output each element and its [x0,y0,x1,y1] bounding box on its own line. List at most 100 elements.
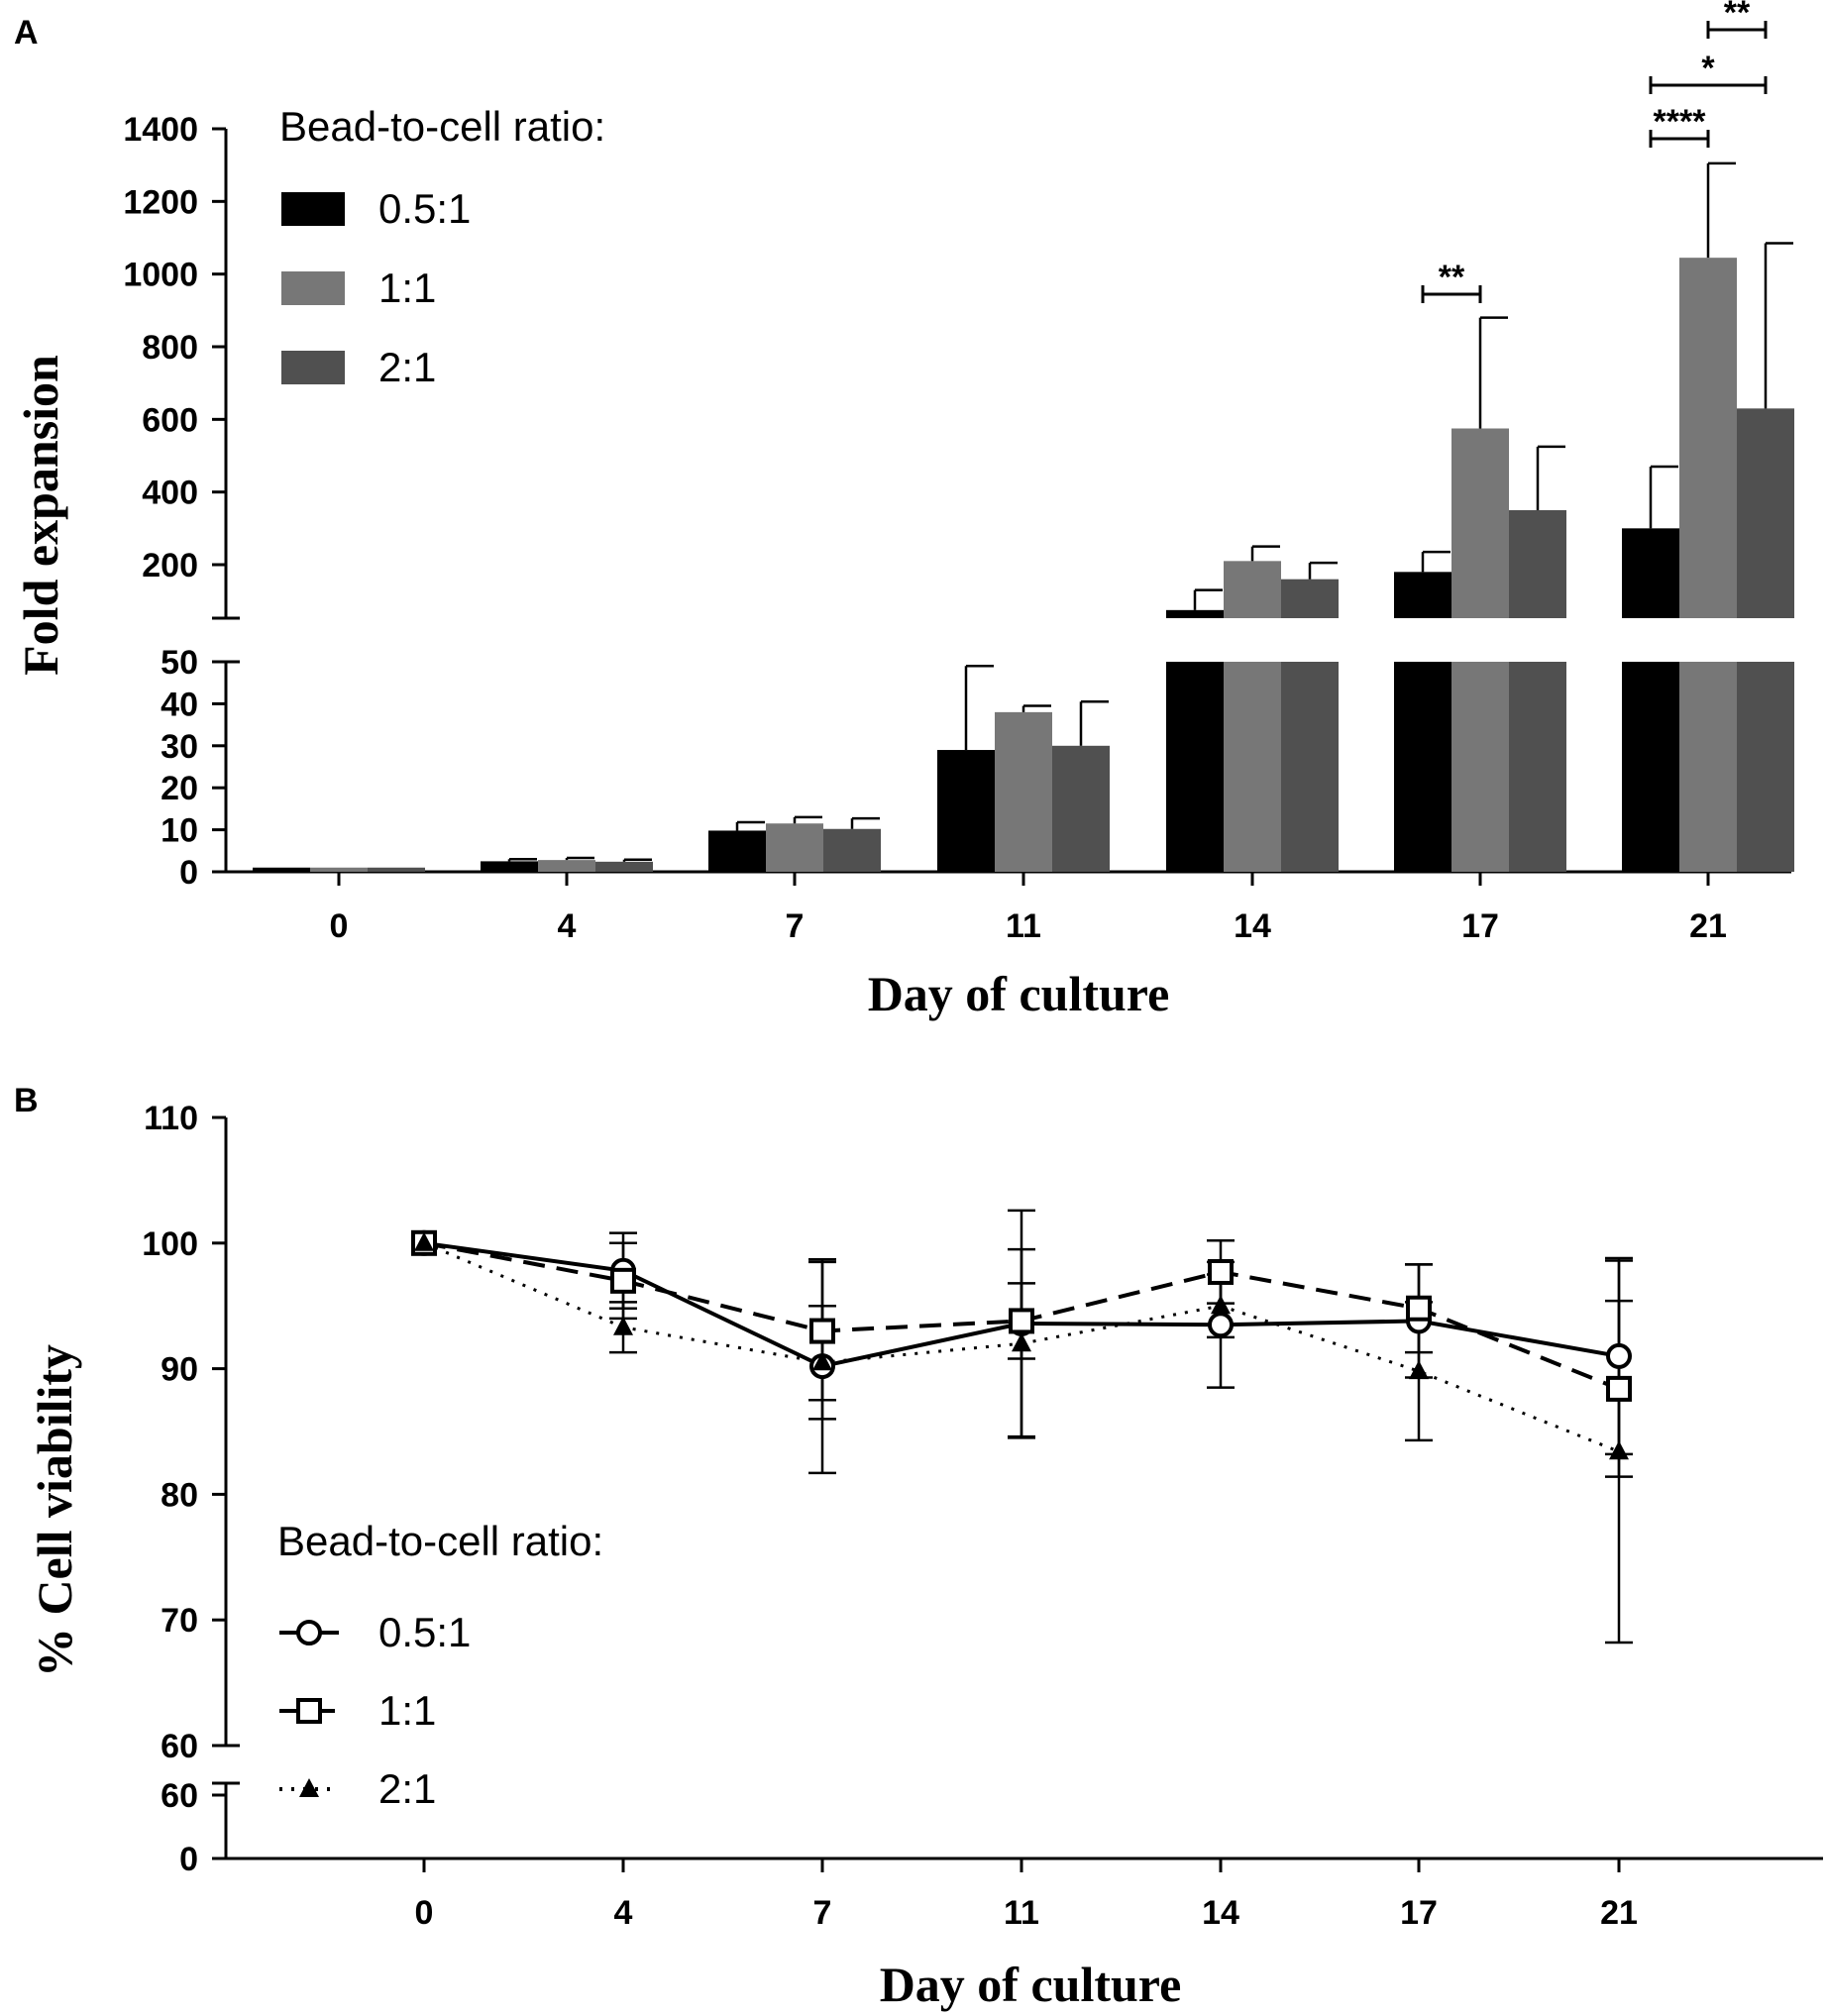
panel-b-markers [411,1229,1632,1460]
legend-label: 2:1 [378,344,436,390]
y-tick-label: 20 [161,770,198,807]
marker-day21-ratio-0.5:1 [1606,1342,1632,1369]
legend-swatch-0.5:1 [281,192,345,226]
bar-day4-ratio-1:1 [538,860,595,872]
y-tick-label: 60 [161,1777,198,1815]
bar-day21-ratio-2:1-lower [1737,662,1794,872]
x-tick-label: 11 [1006,907,1041,945]
legend-label: 2:1 [378,1765,436,1812]
legend-label: 0.5:1 [378,185,471,232]
panel-a-label: A [14,14,39,52]
y-tick-label: 10 [161,812,198,850]
bar-day7-ratio-2:1 [823,828,881,872]
panel-a-y-axis-title: Fold expansion [13,355,68,676]
x-tick-label: 21 [1600,1894,1638,1932]
x-tick-label: 17 [1461,907,1499,945]
marker-day21-ratio-1:1 [1606,1375,1632,1402]
bar-day11-ratio-0.5:1 [937,750,995,872]
legend-marker-2:1 [299,1778,319,1797]
bar-day14-ratio-2:1-upper [1281,579,1339,618]
y-tick-label: 1000 [123,257,198,294]
significance-label: **** [1654,103,1707,141]
y-tick-label: 50 [161,644,198,682]
bar-day4-ratio-0.5:1 [481,861,538,872]
bar-day17-ratio-1:1-upper [1451,428,1509,618]
panel-a-significance: ********* [1421,0,1768,303]
legend-title: Bead-to-cell ratio: [279,103,605,150]
y-tick-label: 70 [161,1602,198,1640]
bar-day21-ratio-0.5:1-upper [1622,528,1679,618]
panel-a-legend: Bead-to-cell ratio: 0.5:1 1:1 2:1 [279,103,605,390]
bar-day17-ratio-1:1-lower [1451,662,1509,872]
y-tick-label: 1400 [123,111,198,149]
panel-b-axes: 60 70 80 90 100 110 0 60 0 4 7 11 14 17 21 [142,1100,1823,1932]
panel-b-line-chart: B 60 70 80 90 100 110 0 60 0 4 7 11 14 17 21 Bead-to-c… [14,1082,1823,2012]
legend-swatch-2:1 [281,351,345,384]
y-tick-label: 40 [161,686,198,723]
x-tick-label: 14 [1202,1894,1239,1932]
bar-day14-ratio-1:1-upper [1224,561,1281,618]
bar-day0-ratio-1:1 [310,867,368,872]
panel-b-legend: Bead-to-cell ratio: 0.5:1 1:1 2:1 [277,1518,603,1812]
marker-day7-ratio-2:1 [812,1351,832,1371]
bar-day17-ratio-0.5:1-lower [1394,662,1451,872]
marker-day14-ratio-1:1 [1208,1258,1234,1285]
bar-day17-ratio-2:1-lower [1509,662,1566,872]
y-tick-label: 90 [161,1351,198,1389]
y-tick-label: 110 [144,1100,198,1137]
legend-title: Bead-to-cell ratio: [277,1518,603,1564]
bar-day14-ratio-0.5:1-upper [1166,609,1224,618]
panel-b-error-bars [609,1209,1633,1645]
marker-day11-ratio-1:1 [1009,1308,1034,1334]
y-tick-label: 0 [179,854,198,892]
y-tick-label: 0 [179,1841,198,1878]
x-tick-label: 14 [1234,907,1271,945]
significance-label: * [1701,50,1715,87]
panel-a-bar-chart: A 0 10 20 30 40 50 200 400 600 800 1000 1200 1400 0 4 7… [13,0,1794,1021]
marker-day11-ratio-2:1 [1012,1332,1031,1352]
marker-day14-ratio-0.5:1 [1208,1312,1234,1338]
bar-day21-ratio-0.5:1-lower [1622,662,1679,872]
bar-day7-ratio-0.5:1 [708,830,766,872]
bar-day21-ratio-1:1-lower [1679,662,1737,872]
bar-day11-ratio-1:1 [995,711,1052,872]
x-tick-label: 0 [330,907,349,945]
bar-day11-ratio-2:1 [1052,745,1110,872]
y-tick-label: 400 [142,475,198,512]
significance-label: ** [1439,259,1465,296]
legend-marker-0.5:1 [296,1620,322,1645]
legend-marker-1:1 [296,1698,322,1724]
x-tick-label: 17 [1400,1894,1438,1932]
x-tick-label: 7 [786,907,805,945]
bar-day0-ratio-0.5:1 [253,867,310,872]
x-tick-label: 7 [813,1894,832,1932]
panel-b-y-axis-title: % Cell viability [27,1344,82,1677]
panel-b-label: B [14,1082,39,1119]
legend-label: 0.5:1 [378,1609,471,1655]
marker-day21-ratio-2:1 [1609,1440,1629,1460]
panel-a-x-axis-title: Day of culture [868,966,1170,1021]
legend-swatch-1:1 [281,271,345,305]
x-tick-label: 4 [558,907,577,945]
marker-day7-ratio-1:1 [809,1318,835,1344]
y-tick-label: 1200 [123,183,198,221]
marker-day14-ratio-2:1 [1211,1295,1231,1315]
significance-label: ** [1724,0,1751,32]
panel-a-bars [253,258,1794,872]
bar-day17-ratio-0.5:1-upper [1394,572,1451,618]
marker-day0-ratio-2:1 [414,1231,434,1251]
bar-day14-ratio-0.5:1-lower [1166,662,1224,872]
y-tick-label: 30 [161,728,198,766]
y-tick-label: 100 [142,1225,198,1263]
marker-day17-ratio-1:1 [1406,1295,1432,1322]
x-tick-label: 11 [1004,1894,1039,1932]
y-tick-label: 80 [161,1476,198,1514]
x-tick-label: 0 [415,1894,434,1932]
bar-day17-ratio-2:1-upper [1509,510,1566,618]
y-tick-label: 800 [142,329,198,367]
y-tick-label: 60 [161,1728,198,1765]
bar-day14-ratio-2:1-lower [1281,662,1339,872]
x-tick-label: 4 [614,1894,633,1932]
marker-day17-ratio-2:1 [1409,1360,1429,1380]
